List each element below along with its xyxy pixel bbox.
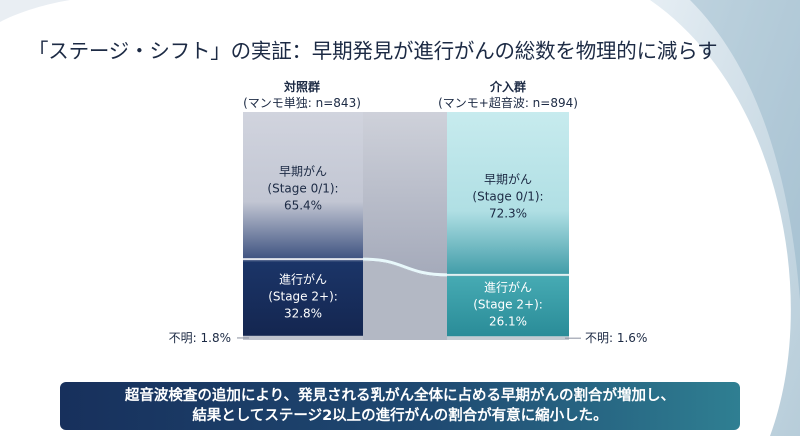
page-title: 「ステージ・シフト」の実証：早期発見が進行がんの総数を物理的に減らす (28, 39, 718, 63)
control-advanced-bar (243, 261, 363, 336)
connector-early-region (363, 112, 447, 277)
control-group-name: 対照群 (283, 79, 320, 94)
control-unknown-label: 不明: 1.8% (169, 331, 231, 345)
control-unknown-bar (243, 335, 363, 340)
intervention-advanced-value: 26.1% (489, 315, 527, 329)
boundary-shift-line (362, 257, 448, 277)
intervention-early-sublabel: (Stage 0/1): (472, 189, 543, 203)
control-early-value: 65.4% (284, 199, 322, 213)
conclusion-line-2: 結果としてステージ2以上の進行がんの割合が有意に縮小した。 (192, 408, 608, 424)
control-advanced-label: 進行がん (279, 272, 327, 287)
control-advanced-value: 32.8% (284, 307, 322, 321)
control-early-bar (243, 112, 363, 262)
connector-advanced-region (363, 261, 447, 340)
control-group-subtitle: (マンモ単独: n=843) (243, 96, 361, 110)
control-early-sublabel: (Stage 0/1): (267, 182, 338, 196)
intervention-unknown-bar (447, 336, 569, 340)
intervention-group-name: 介入群 (489, 79, 526, 94)
intervention-group-subtitle: (マンモ+超音波: n=894) (438, 95, 578, 110)
intervention-early-bar (447, 112, 569, 277)
intervention-early-value: 72.3% (489, 206, 527, 220)
conclusion-line-1: 超音波検査の追加により、発見される乳がん全体に占める早期がんの割合が増加し、 (124, 388, 676, 404)
intervention-advanced-bar (447, 276, 569, 337)
conclusion-banner: 超音波検査の追加により、発見される乳がん全体に占める早期がんの割合が増加し、 結… (60, 382, 740, 430)
intervention-advanced-label: 進行がん (484, 280, 532, 295)
control-early-label: 早期がん (279, 164, 327, 179)
intervention-unknown-label: 不明: 1.6% (585, 331, 647, 345)
control-advanced-sublabel: (Stage 2+): (268, 290, 338, 304)
intervention-early-label: 早期がん (484, 171, 532, 186)
intervention-advanced-sublabel: (Stage 2+): (473, 298, 543, 312)
